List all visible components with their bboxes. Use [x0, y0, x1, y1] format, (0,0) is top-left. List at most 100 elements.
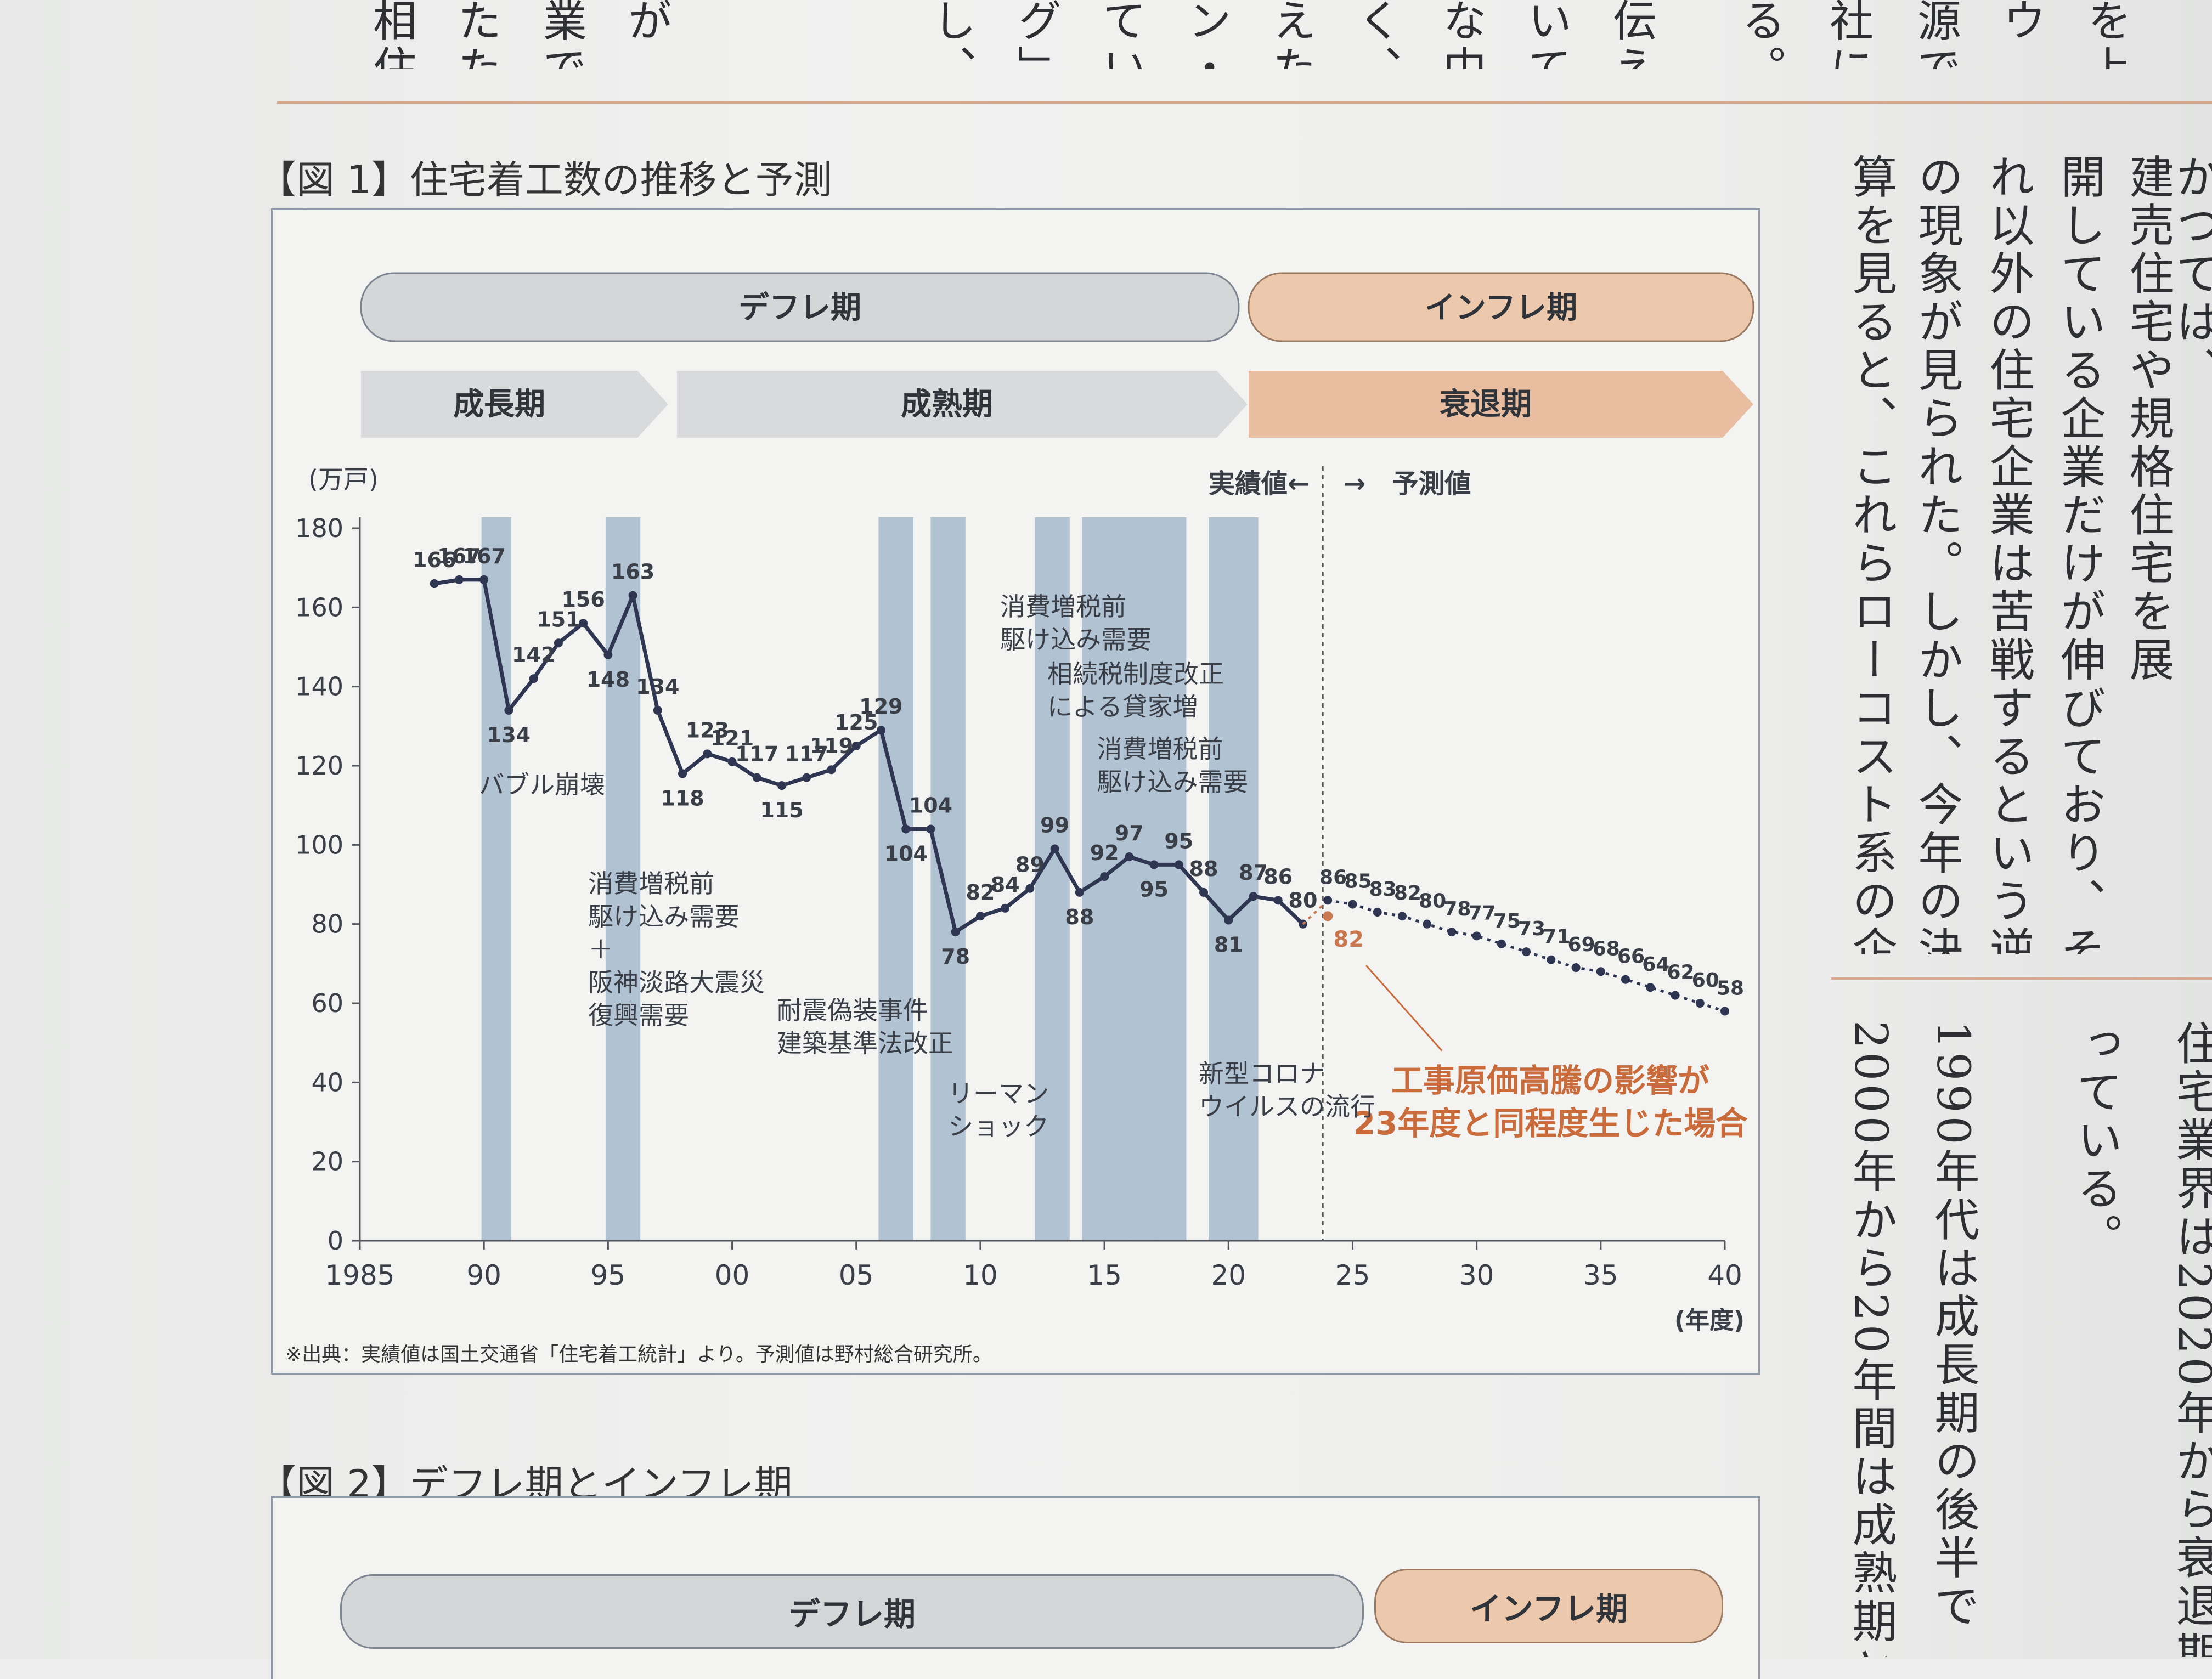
event-annotation: 消費増税前 [1000, 592, 1126, 621]
y-tick-label: 120 [295, 751, 343, 781]
forecast-data-label: 66 [1617, 946, 1645, 968]
top-text-column: 伝え [1606, 0, 1657, 69]
forecast-data-label: 82 [1394, 882, 1421, 904]
forecast-data-label: 86 [1319, 866, 1347, 889]
event-annotation: リーマン [948, 1078, 1049, 1108]
body-text-column: かつては、 [2168, 154, 2212, 395]
x-tick-label: 00 [715, 1259, 750, 1291]
top-text-column: が [621, 0, 672, 45]
figure2-deflation-pill: デフレ期 [340, 1574, 1364, 1649]
body-text-column: 算を見ると、これらローコスト系の企 [1844, 154, 1897, 954]
actual-data-point [529, 674, 538, 683]
event-annotation: 復興需要 [588, 1000, 689, 1030]
y-tick-label: 100 [295, 830, 343, 860]
actual-data-point [951, 928, 960, 937]
actual-data-point [703, 749, 712, 759]
forecast-data-label: 80 [1419, 890, 1446, 913]
figure2-inflation-pill: インフレ期 [1374, 1569, 1723, 1643]
data-label: 129 [859, 694, 902, 719]
forecast-data-point [1497, 939, 1506, 948]
forecast-data-point [1522, 947, 1531, 957]
top-text-column: な中 [1436, 0, 1487, 69]
data-label: 117 [735, 742, 778, 766]
forecast-data-label: 58 [1717, 977, 1744, 999]
x-tick-label: 20 [1211, 1259, 1246, 1291]
data-label: 95 [1164, 829, 1193, 853]
y-tick-label: 160 [295, 592, 343, 622]
forecast-connector [1302, 899, 1329, 925]
scenario-leader-line [1365, 965, 1443, 1052]
actual-data-point [653, 705, 662, 715]
data-label: 151 [537, 607, 580, 631]
forecast-data-point [1472, 931, 1481, 941]
actual-data-point [603, 650, 613, 659]
shaded-period-band [605, 517, 641, 1241]
scenario-data-label: 82 [1333, 927, 1364, 952]
y-tick-label: 20 [311, 1147, 343, 1177]
top-text-column: 相住 [366, 0, 417, 69]
top-text-column: たた [451, 0, 502, 69]
forecast-data-label: 85 [1344, 870, 1372, 893]
market-phase-arrow [1249, 371, 1753, 438]
actual-data-point [1199, 887, 1209, 897]
event-annotation: 阪神淡路大震災 [588, 968, 765, 997]
right-rule [1831, 977, 2212, 980]
data-label: 97 [1115, 821, 1144, 845]
data-label: 86 [1263, 864, 1293, 889]
forecast-data-point [1348, 900, 1357, 909]
actual-data-point [504, 705, 514, 715]
top-text-column: えた [1266, 0, 1317, 69]
body-text-column: の現象が見られた。しかし、今年の決 [1910, 154, 1962, 954]
body-text-column: 建売住宅や規格住宅を展 [2121, 154, 2174, 685]
data-label: 95 [1139, 877, 1169, 901]
top-text-column: 業で [536, 0, 587, 69]
actual-data-point [1050, 844, 1059, 853]
x-axis-title: (年度) [1674, 1307, 1745, 1335]
forecast-data-point [1621, 975, 1630, 984]
body-text-column: っている。 [2069, 1020, 2121, 1262]
actual-data-point [851, 741, 861, 750]
body-text-column: 住宅業界は2020年から衰退期 [2168, 1020, 2212, 1657]
event-annotation: ウイルスの流行 [1199, 1092, 1375, 1121]
shaded-period-band [878, 517, 913, 1241]
data-label: 88 [1189, 857, 1218, 881]
forecast-series-line [1327, 898, 1725, 1013]
forecast-data-label: 62 [1667, 962, 1694, 984]
top-text-column: ン・ [1181, 0, 1232, 69]
top-text-column: いて [1521, 0, 1572, 69]
event-annotation: 駆け込み需要 [588, 902, 740, 931]
forecast-data-label: 68 [1593, 937, 1620, 960]
x-tick-label: 10 [963, 1259, 998, 1291]
actual-data-point [1025, 884, 1035, 893]
data-label: 134 [487, 723, 531, 747]
x-tick-label: 90 [466, 1259, 501, 1291]
top-text-column: を上 [2080, 0, 2131, 69]
body-text-column: 2000年から20年間は成熟期と [1844, 1020, 1897, 1657]
top-text-column: る。 [1735, 0, 1786, 69]
data-label: 117 [785, 742, 828, 766]
x-tick-label: 05 [839, 1259, 874, 1291]
event-annotation: 相続税制度改正 [1047, 659, 1224, 688]
data-label: 148 [586, 668, 630, 692]
forecast-data-point [1695, 999, 1705, 1008]
data-label: 121 [710, 726, 754, 750]
y-tick-label: 40 [311, 1067, 343, 1097]
x-tick-label: 95 [591, 1259, 626, 1291]
event-annotation: による貸家増 [1047, 692, 1198, 721]
actual-data-point [975, 912, 985, 921]
actual-data-point [901, 824, 911, 834]
actual-data-point [678, 769, 687, 778]
figure1-caption: 【図 1】住宅着工数の推移と予測 [258, 157, 832, 202]
top-text-column: く、 [1351, 0, 1402, 69]
data-label: 88 [1065, 905, 1094, 929]
y-tick-label: 60 [311, 988, 343, 1018]
forecast-data-label: 64 [1642, 953, 1669, 976]
forecast-data-label: 78 [1443, 898, 1471, 920]
actual-data-point [827, 765, 836, 775]
forecast-data-point [1547, 955, 1556, 964]
top-text-column: し、 [926, 0, 977, 69]
forecast-data-label: 83 [1369, 878, 1397, 901]
y-tick-label: 0 [328, 1226, 343, 1256]
shaded-period-band [1209, 517, 1259, 1241]
